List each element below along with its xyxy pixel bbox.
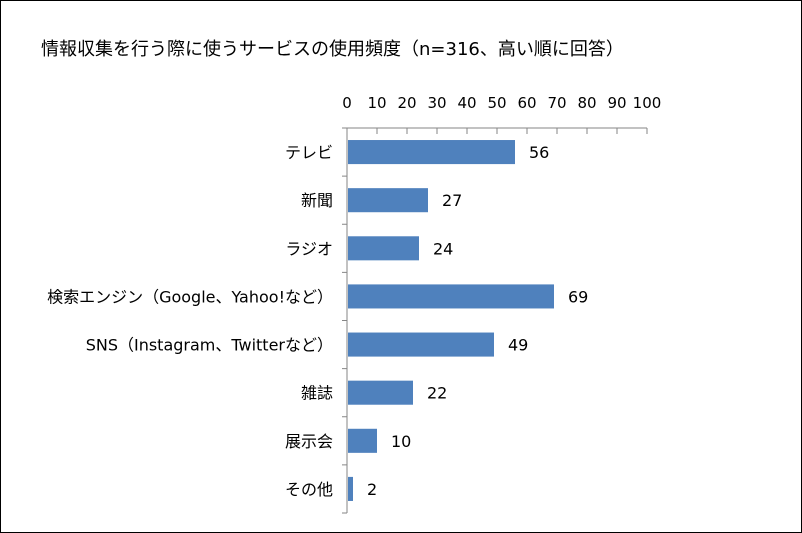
x-tick-label: 40 bbox=[457, 94, 476, 112]
data-label: 27 bbox=[442, 191, 462, 210]
bar bbox=[348, 284, 554, 309]
x-tick-label: 80 bbox=[577, 94, 596, 112]
category-label: ラジオ bbox=[285, 239, 333, 258]
category-label: 展示会 bbox=[285, 432, 333, 451]
bar bbox=[348, 236, 419, 261]
data-label: 10 bbox=[391, 432, 411, 451]
x-tick-labels: 0 10 20 30 40 50 60 70 80 90 100 bbox=[342, 94, 661, 112]
x-tick-label: 90 bbox=[607, 94, 626, 112]
x-tick-label: 100 bbox=[633, 94, 662, 112]
x-tick-label: 30 bbox=[427, 94, 446, 112]
bar bbox=[348, 476, 353, 501]
category-label: 新聞 bbox=[301, 191, 333, 210]
x-tick-label: 10 bbox=[367, 94, 386, 112]
bar bbox=[348, 188, 428, 213]
data-label: 24 bbox=[433, 239, 453, 258]
category-label: テレビ bbox=[285, 143, 333, 162]
bar bbox=[348, 332, 494, 357]
chart-title: 情報収集を行う際に使うサービスの使用頻度（n=316、高い順に回答） bbox=[41, 39, 624, 60]
category-label: 雑誌 bbox=[301, 384, 333, 403]
data-labels: 56 27 24 69 49 22 10 2 bbox=[367, 143, 588, 499]
data-label: 2 bbox=[367, 480, 377, 499]
data-label: 49 bbox=[508, 336, 528, 355]
category-label: その他 bbox=[285, 480, 333, 499]
category-label: SNS（Instagram、Twitterなど） bbox=[86, 336, 333, 355]
x-tick-label: 20 bbox=[397, 94, 416, 112]
x-tick-label: 0 bbox=[342, 94, 352, 112]
axes bbox=[342, 127, 648, 514]
bars bbox=[348, 140, 554, 501]
data-label: 22 bbox=[427, 384, 447, 403]
x-tick-label: 60 bbox=[517, 94, 536, 112]
bar bbox=[348, 380, 413, 405]
bar bbox=[348, 428, 377, 453]
x-tick-label: 70 bbox=[547, 94, 566, 112]
data-label: 56 bbox=[529, 143, 549, 162]
data-label: 69 bbox=[568, 287, 588, 306]
category-label: 検索エンジン（Google、Yahoo!など） bbox=[47, 287, 333, 306]
x-tick-label: 50 bbox=[487, 94, 506, 112]
bar bbox=[348, 140, 515, 165]
